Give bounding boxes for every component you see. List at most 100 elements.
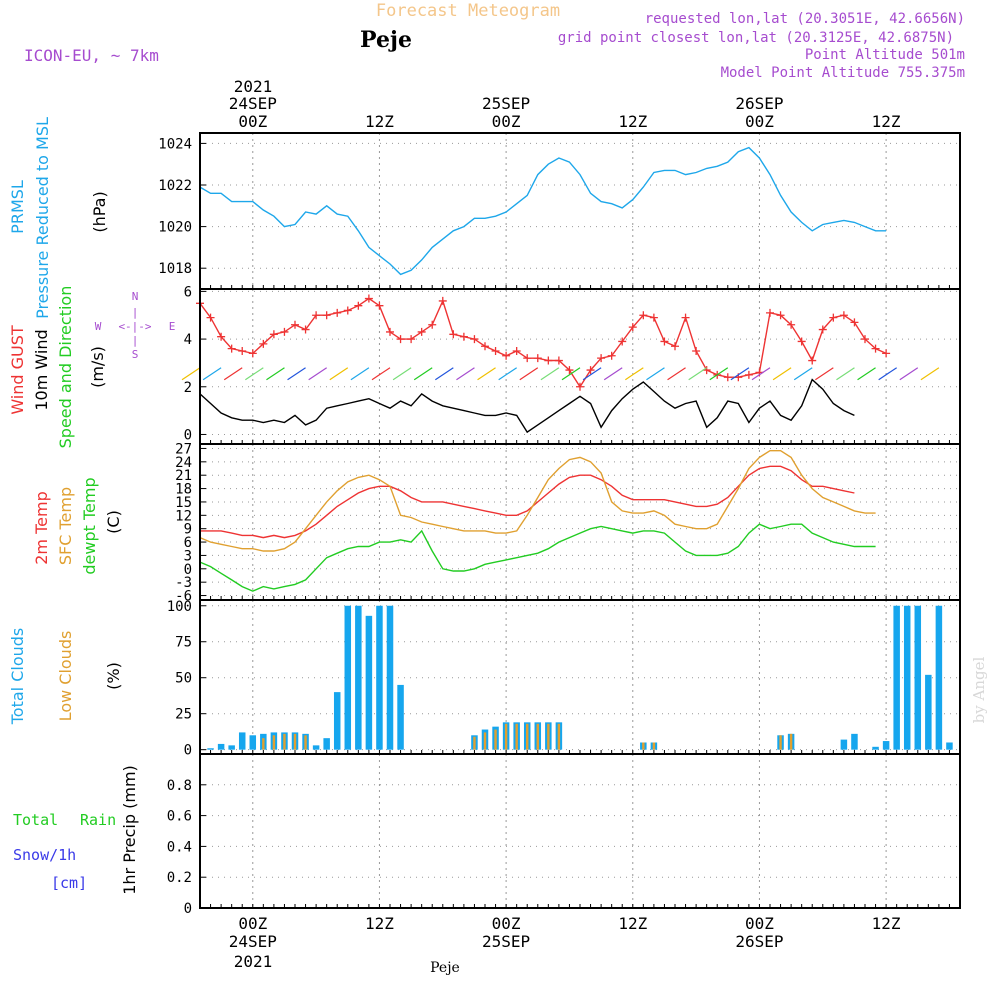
wind-direction-arrow bbox=[561, 367, 581, 381]
low-cloud-bar bbox=[494, 729, 497, 750]
total-cloud-bar bbox=[365, 615, 373, 750]
gust-marker bbox=[544, 356, 553, 365]
gust-marker bbox=[512, 347, 521, 355]
gust-marker bbox=[554, 356, 563, 365]
total-cloud-bar bbox=[925, 674, 932, 750]
gust-marker bbox=[861, 335, 869, 344]
y-tick-label: 2 bbox=[184, 380, 192, 396]
wind-direction-arrow bbox=[350, 367, 370, 381]
wind-direction-arrow bbox=[899, 367, 919, 381]
top-hour-label: 00Z bbox=[238, 112, 267, 131]
total-cloud-bar bbox=[914, 605, 922, 750]
wind-direction-arrow bbox=[582, 367, 602, 381]
t2m-label: 2m Temp bbox=[32, 491, 51, 565]
gust-marker bbox=[238, 347, 247, 355]
gust-marker bbox=[839, 311, 848, 320]
gust-marker bbox=[481, 342, 489, 351]
low-cloud-bar bbox=[789, 733, 793, 750]
dir-label: Speed and Direction bbox=[56, 286, 75, 449]
total-cloud-bar bbox=[903, 605, 911, 750]
y-tick-label: 0 bbox=[184, 427, 192, 443]
top-hour-label: 12Z bbox=[618, 112, 647, 131]
series-prmsl bbox=[199, 146, 887, 276]
wind-unit: (m/s) bbox=[88, 346, 107, 388]
total-cloud-bar bbox=[355, 605, 362, 750]
bottom-hour-label: 12Z bbox=[618, 914, 647, 933]
y-tick-label: 3 bbox=[184, 548, 192, 564]
gust-marker bbox=[386, 327, 394, 336]
wind-direction-arrow bbox=[730, 367, 750, 381]
top-hour-label: 00Z bbox=[492, 112, 521, 131]
total-cloud-bar bbox=[228, 745, 235, 750]
y-tick-label: 0.8 bbox=[167, 778, 192, 794]
low-cloud-label: Low Clouds bbox=[56, 631, 75, 722]
wind-direction-arrow bbox=[413, 367, 433, 381]
y-tick-label: 27 bbox=[175, 441, 192, 457]
gust-marker bbox=[291, 320, 299, 329]
total-cloud-label: Total Clouds bbox=[8, 628, 27, 726]
footer-station: Peje bbox=[430, 960, 460, 976]
panel-frame bbox=[199, 443, 961, 601]
temp-unit: (C) bbox=[104, 510, 123, 534]
y-tick-label: 0.4 bbox=[167, 839, 192, 855]
cloud-unit: (%) bbox=[104, 662, 123, 690]
station-title: Peje bbox=[360, 27, 412, 53]
gust-marker bbox=[607, 351, 616, 360]
gust-marker bbox=[565, 366, 574, 375]
point-altitude: Point Altitude 501m bbox=[805, 47, 965, 63]
gust-marker bbox=[586, 366, 595, 375]
wind-direction-arrow bbox=[751, 367, 771, 381]
bottom-hour-label: 00Z bbox=[745, 914, 774, 933]
y-tick-label: -3 bbox=[175, 575, 192, 591]
wind-direction-arrow bbox=[456, 367, 475, 381]
temperature-labels: 2m Temp SFC Temp dewpt Temp (C) bbox=[32, 477, 123, 574]
gust-marker bbox=[671, 342, 679, 351]
bottom-hour-label: 00Z bbox=[492, 914, 521, 933]
series-dewpt-temp bbox=[199, 523, 876, 592]
wind-direction-arrow bbox=[435, 367, 454, 381]
total-cloud-bar bbox=[935, 605, 943, 750]
wind-direction-arrow bbox=[392, 367, 412, 381]
total-cloud-bar bbox=[217, 743, 225, 750]
watermark: by Angel bbox=[970, 656, 988, 723]
cloud-labels: Total Clouds Low Clouds (%) bbox=[8, 628, 123, 726]
total-cloud-bar bbox=[851, 733, 858, 750]
gust-marker bbox=[396, 335, 405, 344]
compass-east: E bbox=[169, 320, 176, 333]
precip-labels: Total Rain Snow/1h [cm] 1hr Precip (mm) bbox=[13, 765, 139, 895]
gust-marker bbox=[502, 351, 511, 360]
wind-direction-arrow bbox=[181, 367, 201, 381]
y-tick-label: 18 bbox=[175, 482, 192, 498]
total-cloud-bar bbox=[344, 605, 352, 750]
y-tick-label: 100 bbox=[167, 599, 192, 615]
model-label: ICON-EU, ~ 7km bbox=[24, 46, 159, 65]
y-tick-label: 24 bbox=[175, 455, 192, 471]
wind-direction-arrow bbox=[646, 367, 665, 381]
gust-marker bbox=[660, 337, 669, 346]
wind-direction-arrow bbox=[836, 367, 855, 381]
gust-marker bbox=[618, 337, 627, 346]
bottom-hour-label: 12Z bbox=[365, 914, 394, 933]
gust-marker bbox=[787, 320, 796, 329]
gust-marker bbox=[649, 313, 658, 322]
wind-direction-arrow bbox=[772, 367, 792, 381]
y-tick-label: 6 bbox=[184, 284, 192, 300]
total-cloud-bar bbox=[872, 746, 879, 750]
gust-marker bbox=[829, 313, 838, 322]
total-cloud-bar bbox=[893, 605, 900, 750]
y-tick-label: 0.2 bbox=[167, 870, 192, 886]
compass-north: N bbox=[132, 290, 139, 303]
low-cloud-bar bbox=[272, 735, 276, 750]
top-hour-label: 12Z bbox=[365, 112, 394, 131]
total-cloud-bar bbox=[207, 748, 214, 750]
wind-direction-arrow bbox=[202, 367, 222, 381]
gust-marker bbox=[333, 308, 342, 317]
low-cloud-bar bbox=[557, 723, 561, 750]
total-cloud-bar bbox=[238, 732, 246, 750]
gust-marker bbox=[533, 354, 542, 363]
wind-direction-arrow bbox=[477, 367, 496, 381]
compass-arrows: <-|-> bbox=[118, 320, 151, 333]
gust-marker bbox=[280, 327, 289, 336]
gust-marker bbox=[818, 325, 827, 334]
